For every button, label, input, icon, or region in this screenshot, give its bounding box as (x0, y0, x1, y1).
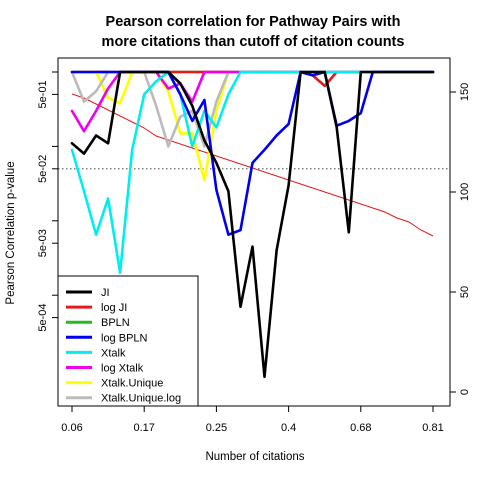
series-line-xtalk (70, 70, 435, 275)
legend-label: Xtalk.Unique (101, 378, 163, 390)
legend: JI log JI BPLN log BPLN Xtalk log Xtalk Xtalk.… (57, 275, 199, 407)
x-tick-label: 0.25 (206, 422, 227, 434)
chart-title-line-1: Pearson correlation for Pathway Pairs wi… (106, 14, 401, 30)
right-tick-label: 0 (459, 389, 471, 395)
legend-label: log JI (101, 302, 127, 314)
x-tick-label: 0.06 (61, 422, 82, 434)
series-line-log-ji (70, 70, 435, 88)
x-tick-label: 0.17 (133, 422, 154, 434)
x-axis-label: Number of citations (205, 451, 304, 463)
plot-frame (57, 57, 451, 407)
legend-box (57, 275, 199, 407)
y-tick-label: 5e-01 (37, 80, 49, 108)
right-tick-label: 50 (459, 286, 471, 298)
legend-label: BPLN (101, 317, 130, 329)
series-line-ji (70, 70, 435, 379)
right-tick-label: 150 (459, 83, 471, 101)
axes-layer: 5e-04 5e-03 5e-02 5e-01 0 50 100 150 0.06 0.17 0.2… (37, 57, 471, 434)
x-tick-label: 0.68 (350, 422, 371, 434)
x-tick-label: 0.4 (281, 422, 296, 434)
legend-label: log BPLN (101, 332, 148, 344)
chart-title-line-2: more citations than cutoff of citation c… (102, 34, 405, 50)
legend-label: Xtalk (101, 347, 126, 359)
plot-layer (58, 70, 450, 379)
y-tick-label: 5e-04 (37, 304, 49, 332)
legend-label: Xtalk.Unique.log (101, 393, 181, 405)
y-tick-label: 5e-03 (37, 229, 49, 257)
series-line-log-xtalk (70, 70, 435, 133)
right-tick-label: 100 (459, 183, 471, 201)
legend-label: JI (101, 287, 110, 299)
series-group (70, 70, 435, 379)
y-tick-label: 5e-02 (37, 155, 49, 183)
y-axis-label: Pearson Correlation p-value (5, 161, 17, 304)
series-line-xtalk-unique-log (70, 70, 435, 148)
legend-label: log Xtalk (101, 363, 144, 375)
x-tick-label: 0.81 (422, 422, 443, 434)
